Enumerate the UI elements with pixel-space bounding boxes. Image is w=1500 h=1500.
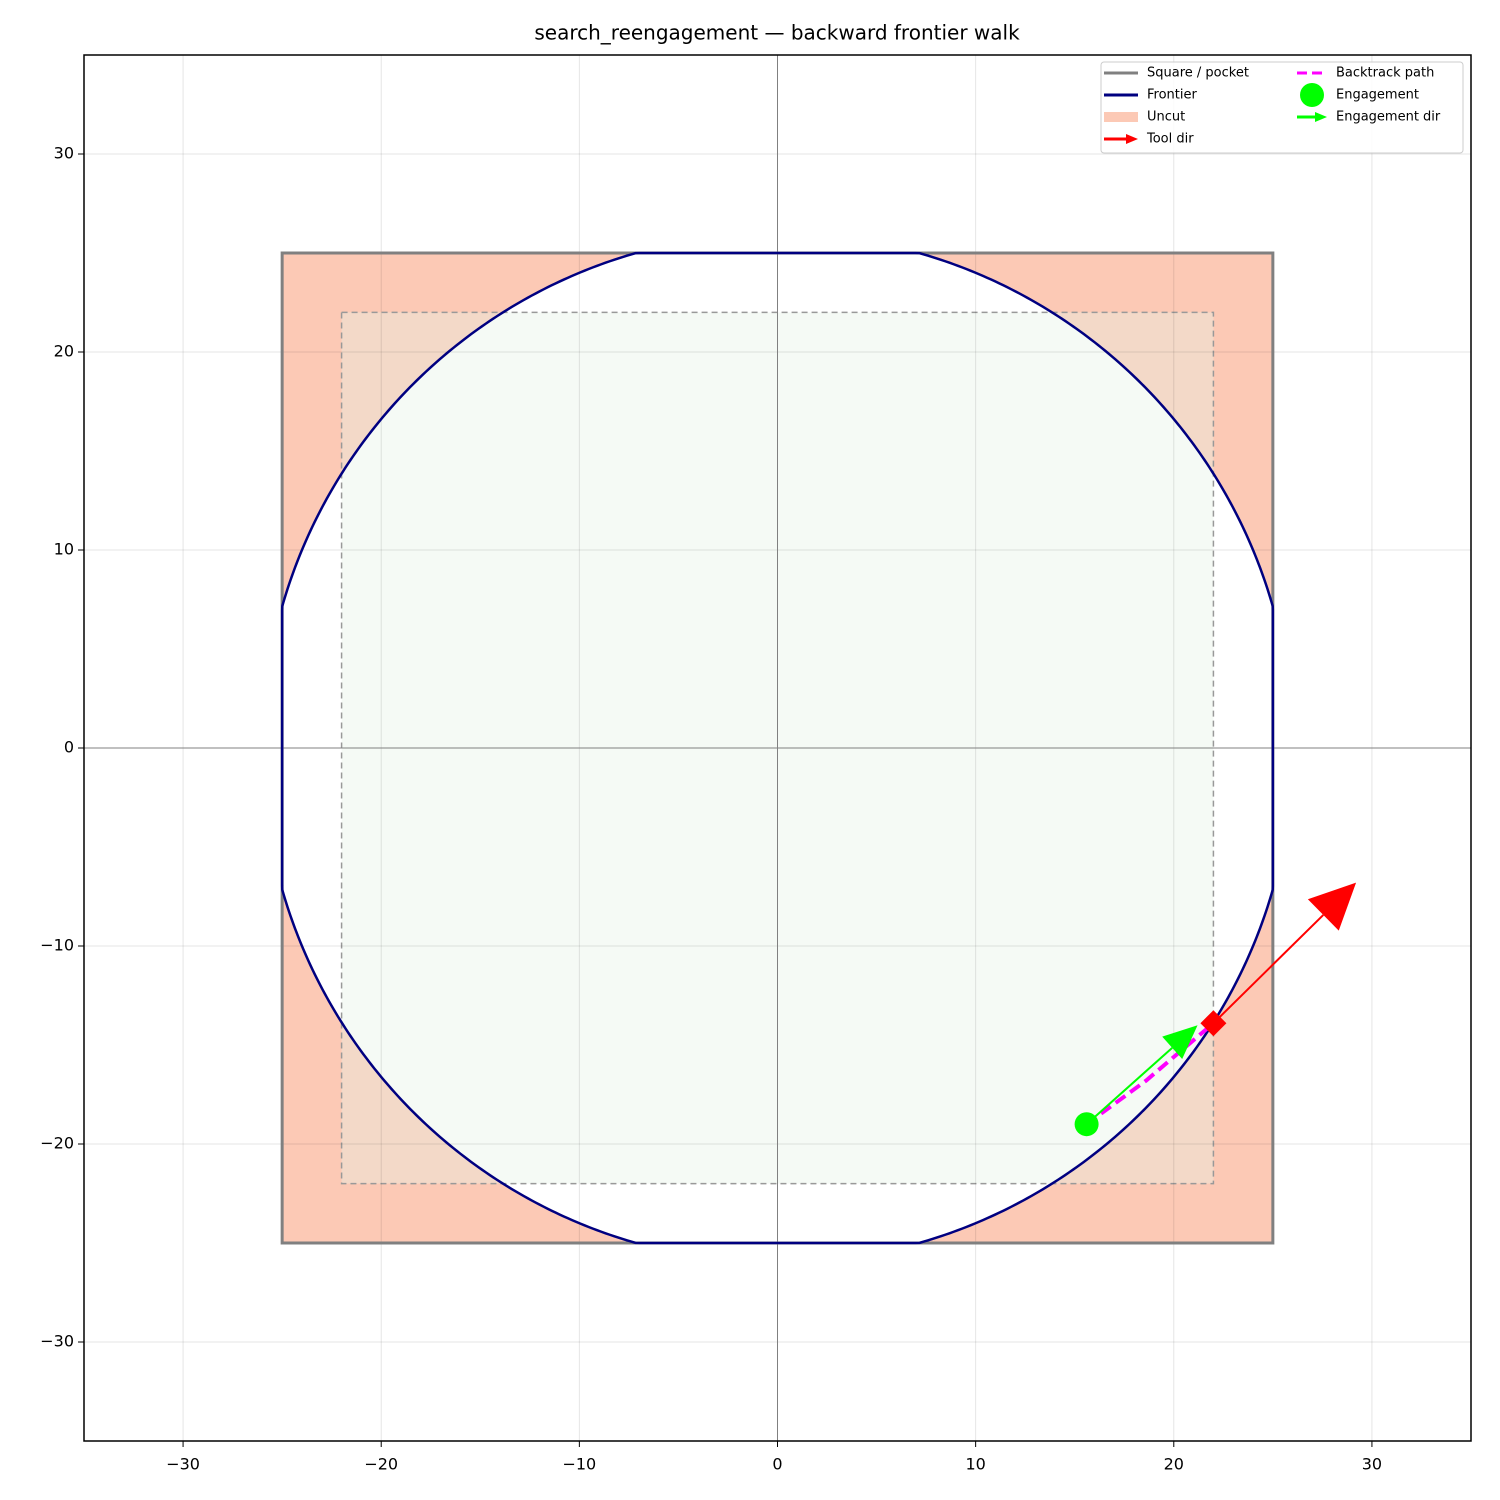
- arrow-shaft: [1212, 914, 1325, 1024]
- chart-title: search_reengagement — backward frontier …: [534, 21, 1020, 45]
- legend-label: Uncut: [1147, 110, 1185, 125]
- legend-swatch: [1315, 112, 1327, 122]
- legend-swatch: [1126, 134, 1138, 144]
- x-tick-label: 10: [965, 1455, 985, 1474]
- arrow-head: [1162, 1025, 1198, 1060]
- legend-swatch: [1300, 83, 1324, 107]
- plot-frame: [83, 54, 1472, 1442]
- x-tick-label: −30: [166, 1455, 200, 1474]
- legend-label: Frontier: [1147, 88, 1197, 103]
- pocket-square: [280, 251, 1275, 1245]
- y-tick-label: −20: [40, 1134, 74, 1153]
- y-tick-label: 20: [54, 342, 74, 361]
- legend-swatch: [1104, 112, 1138, 122]
- arrow-head: [1307, 882, 1357, 931]
- legend-label: Tool dir: [1146, 132, 1194, 147]
- arrow-shaft: [1085, 1047, 1173, 1125]
- engagement-point: [1074, 1112, 1099, 1137]
- legend-label: Engagement dir: [1336, 110, 1441, 125]
- legend-box: [1100, 61, 1464, 154]
- legend-label: Engagement: [1336, 88, 1419, 103]
- y-tick-label: 10: [54, 540, 74, 559]
- tool-position: [1200, 1010, 1227, 1037]
- x-tick-label: 30: [1362, 1455, 1382, 1474]
- legend-label: Backtrack path: [1336, 66, 1434, 81]
- uncut-area: [282, 253, 1273, 1243]
- y-tick-label: −30: [40, 1332, 74, 1351]
- x-tick-label: −10: [562, 1455, 596, 1474]
- y-tick-label: 30: [54, 144, 74, 163]
- x-tick-label: 20: [1164, 1455, 1184, 1474]
- y-tick-label: 0: [64, 738, 74, 757]
- legend-label: Square / pocket: [1147, 66, 1249, 81]
- y-tick-label: −10: [40, 936, 74, 955]
- backtrack-path: [1085, 1021, 1215, 1126]
- legend: Square / pocket Frontier Uncut Tool dir Back…: [1100, 61, 1464, 154]
- frontier: [280, 251, 1275, 1245]
- x-tick-label: −20: [364, 1455, 398, 1474]
- x-tick-label: 0: [772, 1455, 782, 1474]
